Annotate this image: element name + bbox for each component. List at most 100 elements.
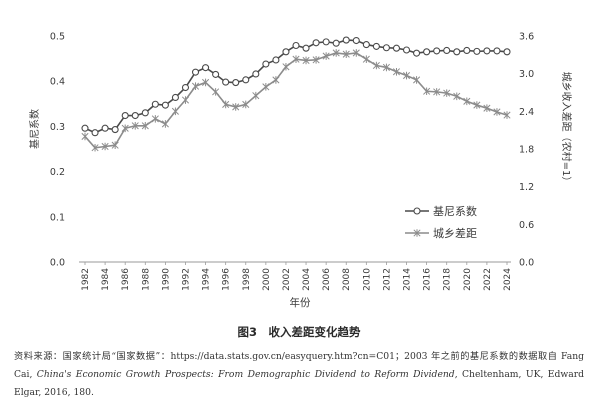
x-tick-label: 1986 — [121, 268, 131, 291]
x-tick-label: 2000 — [262, 268, 272, 291]
x-tick-label: 2020 — [463, 268, 473, 291]
series-2-point — [91, 143, 99, 152]
series-1-point — [181, 83, 190, 92]
series-2-point — [342, 50, 350, 59]
x-axis-title: 年份 — [290, 296, 311, 309]
legend-label-2: 城乡差距 — [433, 226, 477, 240]
series-1-point — [151, 100, 159, 108]
series-2-point — [161, 120, 169, 128]
y-right-tick-label: 0.6 — [519, 220, 534, 231]
series-2-point — [242, 100, 250, 109]
x-tick-label: 2018 — [443, 268, 453, 291]
series-2-point — [131, 121, 139, 130]
series-2-point — [181, 96, 190, 104]
y-left-tick-label: 0.1 — [50, 212, 65, 223]
series-1-point — [342, 36, 350, 44]
series-1-point — [262, 60, 270, 68]
series-1-point — [272, 56, 280, 64]
series-1-point — [453, 48, 461, 56]
source-book-title: China's Economic Growth Prospects: From … — [36, 369, 455, 380]
series-1-point — [141, 109, 149, 117]
series-2-point — [101, 142, 109, 151]
y-right-tick-label: 3.6 — [519, 32, 534, 43]
series-2-point — [191, 82, 200, 91]
series-2-point — [252, 91, 260, 100]
series-2-point — [151, 115, 159, 123]
x-tick-label: 2016 — [423, 268, 433, 291]
series-1-point — [312, 39, 320, 47]
series-1-point — [202, 64, 210, 72]
series-2-point — [212, 88, 220, 96]
x-tick-label: 2002 — [282, 268, 292, 291]
y-right-tick-label: 3.0 — [519, 69, 534, 80]
y-left-tick-label: 0.3 — [50, 122, 65, 133]
series-1-point — [161, 101, 169, 109]
series-2-point — [171, 107, 179, 116]
source-text-part1: 资料来源：国家统计局“国家数据”：https://data.stats.gov.… — [14, 351, 584, 380]
x-tick-label: 2022 — [483, 268, 493, 291]
y-left-tick-label: 0.0 — [50, 258, 65, 269]
series-2-point — [81, 132, 89, 141]
series-1-point — [131, 112, 139, 120]
series-2-point — [202, 78, 210, 87]
x-tick-label: 1998 — [242, 268, 252, 291]
series-2-point — [423, 87, 431, 96]
series-2-point — [272, 76, 280, 84]
y-right-axis-title: 城乡收入差距（农村=1） — [560, 72, 573, 187]
series-line-2 — [84, 52, 508, 149]
series-1-point — [101, 124, 109, 132]
series-2-point — [232, 103, 240, 111]
x-tick-label: 1994 — [202, 268, 212, 291]
y-right-tick-label: 0.0 — [519, 258, 534, 269]
y-right-tick-label: 1.8 — [519, 145, 534, 156]
series-2-point — [443, 89, 451, 97]
series-2-point — [483, 104, 491, 112]
series-1-point — [352, 36, 360, 45]
legend-label-1: 基尼系数 — [433, 205, 477, 218]
series-2-point — [352, 49, 360, 57]
x-tick-label: 2012 — [382, 268, 392, 291]
series-2-point — [433, 88, 441, 96]
series-1-point — [413, 49, 421, 57]
series-1-point — [322, 38, 330, 46]
series-2-point — [453, 92, 461, 101]
x-tick-label: 2008 — [342, 268, 352, 291]
series-1-point — [171, 93, 179, 102]
series-line-1 — [84, 39, 508, 134]
y-left-tick-label: 0.5 — [50, 32, 65, 43]
x-tick-label: 1988 — [141, 268, 151, 291]
series-2-point — [121, 124, 129, 133]
series-1-point — [332, 39, 340, 47]
series-1-point — [423, 48, 431, 56]
series-1-point — [463, 46, 471, 55]
x-tick-label: 2024 — [503, 268, 513, 291]
series-2-point — [322, 52, 330, 60]
series-1-point — [222, 78, 230, 86]
series-2-point — [392, 67, 401, 76]
series-2-point — [382, 63, 390, 72]
series-1-point — [392, 44, 401, 52]
series-1-point — [382, 44, 390, 52]
source-note: 资料来源：国家统计局“国家数据”：https://data.stats.gov.… — [14, 348, 584, 402]
series-2-point — [262, 83, 270, 91]
series-2-point — [312, 56, 320, 64]
series-1-point — [372, 42, 380, 50]
series-2-point — [362, 55, 370, 64]
series-2-point — [372, 61, 380, 70]
series-2-point — [141, 121, 149, 130]
x-tick-label: 2006 — [322, 268, 332, 291]
series-1-point — [473, 47, 481, 55]
x-tick-label: 1992 — [181, 268, 191, 291]
series-2-point — [292, 55, 300, 64]
figure-caption: 图3 收入差距变化趋势 — [237, 325, 361, 339]
series-2-point — [503, 111, 511, 119]
series-1-point — [212, 70, 220, 78]
series-1-point — [232, 79, 240, 87]
series-2-point — [302, 56, 310, 65]
series-1-point — [362, 41, 370, 49]
income-gap-chart: 1982 1984 1986 1988 1990 1992 1994 1996 1998 2000… — [28, 32, 573, 310]
y-right-tick-label: 2.4 — [519, 107, 534, 118]
source-text-part2: , Cheltenham, UK, Edward Elgar, 2016, 18… — [14, 369, 585, 398]
x-tick-label: 1984 — [101, 268, 111, 291]
x-tick-label: 2004 — [302, 268, 312, 291]
